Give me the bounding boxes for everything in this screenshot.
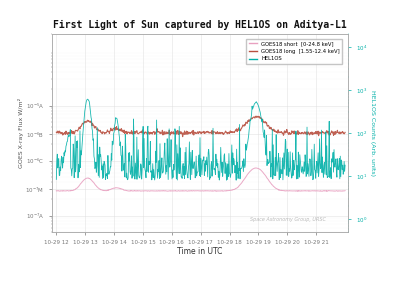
Y-axis label: HEL1OS Counts (Arb. units): HEL1OS Counts (Arb. units) [370,90,375,176]
Legend: GOES18 short  [0-24.8 keV], GOES18 long  [1.55-12.4 keV], HEL1OS: GOES18 short [0-24.8 keV], GOES18 long [… [246,38,342,64]
Text: Space Astronomy Group, URSC: Space Astronomy Group, URSC [250,217,326,222]
Title: First Light of Sun captured by HEL1OS on Aditya-L1: First Light of Sun captured by HEL1OS on… [53,20,347,30]
X-axis label: Time in UTC: Time in UTC [177,247,223,256]
Y-axis label: GOES X-ray Flux W/m²: GOES X-ray Flux W/m² [18,98,24,168]
